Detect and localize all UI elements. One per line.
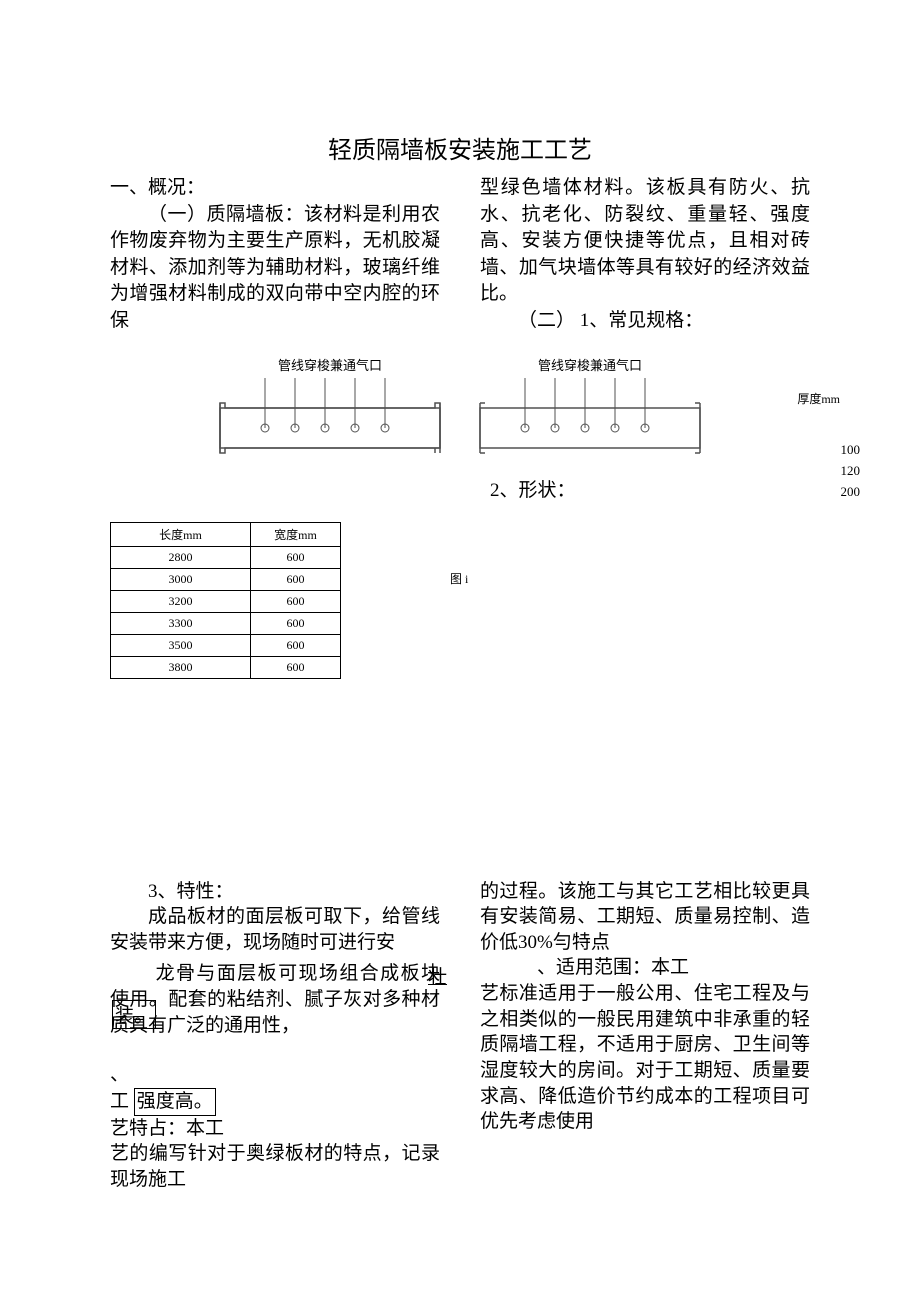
lower-col-left: 3、特性： 成品板材的面层板可取下，给管线安装带来方便，现场随时可进行安 龙骨与… — [110, 879, 440, 1193]
intro-right-para2: （二） 1、常见规格： — [480, 308, 810, 335]
right-p2b: 艺标准适用于一般公用、住宅工程及与之相类似的一般民用建筑中非承重的轻质隔墙工程，… — [480, 981, 810, 1135]
zhuang2-box: 装。 — [112, 1000, 156, 1029]
table-cell: 3300 — [111, 612, 251, 634]
board-svg-right — [470, 378, 710, 458]
section-1-head: 一、概况： — [110, 175, 440, 202]
table-row: 3800600 — [111, 656, 341, 678]
table-row: 3500600 — [111, 634, 341, 656]
board-diagrams: 管线穿梭兼通气口 管线穿梭兼通气口 — [0, 355, 920, 463]
table-cell: 600 — [251, 634, 341, 656]
table-cell: 3200 — [111, 590, 251, 612]
table-row: 2800600 — [111, 546, 341, 568]
right-p1: 的过程。该施工与其它工艺相比较更具有安装简易、工期短、质量易控制、造价低30%勻… — [480, 879, 810, 956]
thickness-val-2: 200 — [841, 482, 861, 503]
thickness-values: 100 120 200 — [841, 440, 861, 502]
page-title: 轻质隔墙板安装施工工艺 — [0, 0, 920, 175]
left-p1: 成品板材的面层板可取下，给管线安装带来方便，现场随时可进行安 — [110, 904, 440, 955]
table-cell: 600 — [251, 590, 341, 612]
table-row: 3300600 — [111, 612, 341, 634]
col-length: 长度mm — [111, 522, 251, 546]
diagram-label-right: 管线穿梭兼通气口 — [470, 355, 710, 374]
bullet-dot: 、 — [110, 1064, 129, 1085]
table-cell: 3500 — [111, 634, 251, 656]
table-cell: 2800 — [111, 546, 251, 568]
table-cell: 3000 — [111, 568, 251, 590]
table-cell: 600 — [251, 546, 341, 568]
lower-col-right: 的过程。该施工与其它工艺相比较更具有安装简易、工期短、质量易控制、造价低30%勻… — [480, 879, 810, 1193]
strength-box: 强度高。 — [134, 1088, 216, 1116]
board-diagram-right: 管线穿梭兼通气口 — [470, 355, 710, 463]
board-svg-left — [210, 378, 450, 458]
section-3-head: 3、特性： — [110, 879, 440, 905]
table-header-row: 长度mm 宽度mm — [111, 522, 341, 546]
table-cell: 600 — [251, 656, 341, 678]
zhuang2-boxed: 装。 — [112, 1000, 156, 1029]
table-row: 3000600 — [111, 568, 341, 590]
thickness-val-1: 120 — [841, 461, 861, 482]
gong-char: 工 — [110, 1091, 129, 1112]
left-vert-stack: 、 工 强度高。 艺特占：本工 — [110, 1062, 440, 1141]
spec-table: 长度mm 宽度mm 280060030006003200600330060035… — [110, 522, 341, 679]
left-p3: 艺的编写针对于奥绿板材的特点，记录现场施工 — [110, 1141, 440, 1192]
right-p2a: 、适用范围：本工 — [480, 955, 810, 981]
table-cell: 600 — [251, 612, 341, 634]
zhuang-char: 壮 — [428, 962, 447, 989]
intro-columns: 一、概况： （一）质隔墙板：该材料是利用农作物废弃物为主要生产原料，无机胶凝材料… — [0, 175, 920, 335]
table-cell: 600 — [251, 568, 341, 590]
intro-right-para1: 型绿色墙体材料。该板具有防火、抗水、抗老化、防裂纹、重量轻、强度高、安装方便快捷… — [480, 175, 810, 308]
board-diagram-left: 管线穿梭兼通气口 — [210, 355, 450, 463]
intro-col-left: 一、概况： （一）质隔墙板：该材料是利用农作物废弃物为主要生产原料，无机胶凝材料… — [110, 175, 440, 335]
col-width: 宽度mm — [251, 522, 341, 546]
left-p2: 龙骨与面层板可现场组合成板块使用。配套的粘结剂、腻子灰对多种材质具有广泛的通用性… — [110, 961, 440, 1038]
table-cell: 3800 — [111, 656, 251, 678]
thickness-val-0: 100 — [841, 440, 861, 461]
diagram-label-left: 管线穿梭兼通气口 — [210, 355, 450, 374]
intro-col-right: 型绿色墙体材料。该板具有防火、抗水、抗老化、防裂纹、重量轻、强度高、安装方便快捷… — [480, 175, 810, 335]
yi-line: 艺特占：本工 — [110, 1118, 224, 1139]
spec-table-wrap: 长度mm 宽度mm 280060030006003200600330060035… — [110, 522, 920, 679]
lower-columns: 3、特性： 成品板材的面层板可取下，给管线安装带来方便，现场随时可进行安 龙骨与… — [0, 879, 920, 1193]
intro-left-para: （一）质隔墙板：该材料是利用农作物废弃物为主要生产原料，无机胶凝材料、添加剂等为… — [110, 202, 440, 335]
table-row: 3200600 — [111, 590, 341, 612]
